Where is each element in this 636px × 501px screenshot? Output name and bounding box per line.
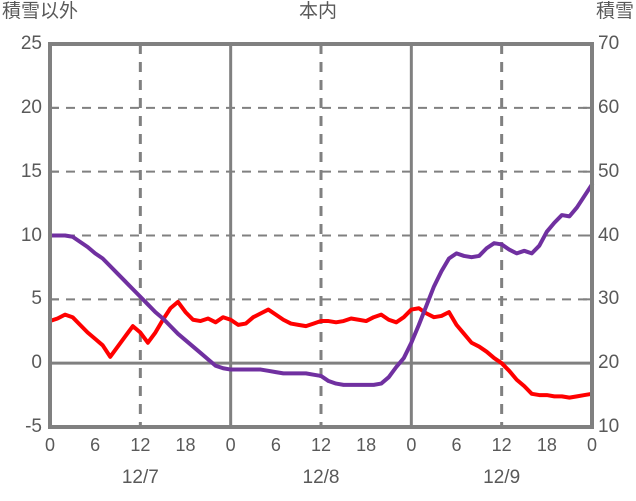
data-series-group — [48, 182, 594, 400]
left-axis-tick-label: 20 — [20, 96, 42, 118]
right-axis-tick-label: 20 — [598, 352, 620, 374]
right-axis-title: 積雪 — [595, 1, 634, 22]
series-line-red — [48, 299, 594, 400]
left-axis-title: 積雪以外 — [2, 1, 79, 22]
x-axis-tick-label: 0 — [44, 435, 55, 455]
x-axis-day-label: 12/7 — [121, 467, 159, 488]
day-boundary-lines — [138, 44, 504, 427]
left-axis-tick-label: 10 — [20, 224, 42, 246]
x-axis-tick-label: 18 — [356, 435, 377, 455]
x-axis-day-label: 12/9 — [483, 467, 521, 488]
right-axis-tick-label: 40 — [598, 224, 620, 246]
left-axis-tick-label: 0 — [31, 352, 42, 374]
x-axis-tick-label: 0 — [586, 435, 597, 455]
right-axis-tick-label: 70 — [598, 33, 620, 54]
x-axis-tick-label: 18 — [175, 435, 196, 455]
chart-title: 本内 — [298, 1, 337, 22]
right-axis-tick-label: 50 — [598, 160, 620, 182]
left-axis-tick-label: -5 — [25, 416, 42, 437]
x-axis-tick-label: 6 — [90, 435, 101, 455]
right-axis-tick-label: 60 — [598, 96, 620, 118]
x-axis-tick-label: 0 — [406, 435, 417, 455]
x-axis-tick-label: 18 — [536, 435, 557, 455]
x-axis-tick-label: 6 — [270, 435, 281, 455]
left-axis-tick-label: 25 — [20, 33, 42, 54]
x-axis-tick-label: 12 — [310, 435, 332, 455]
x-axis-tick-label: 12 — [130, 435, 151, 455]
plot-frame — [48, 42, 594, 429]
x-axis-tick-label: 12 — [491, 435, 512, 455]
left-axis-tick-label: 15 — [20, 160, 42, 182]
left-axis-tick-label: 5 — [31, 288, 42, 310]
x-axis-tick-label: 0 — [225, 435, 236, 455]
series-line-purple — [48, 182, 594, 387]
right-axis-tick-label: 30 — [598, 288, 620, 310]
x-axis-tick-label: 6 — [451, 435, 462, 455]
right-axis-tick-label: 10 — [598, 416, 620, 437]
x-axis-day-label: 12/8 — [302, 467, 340, 488]
